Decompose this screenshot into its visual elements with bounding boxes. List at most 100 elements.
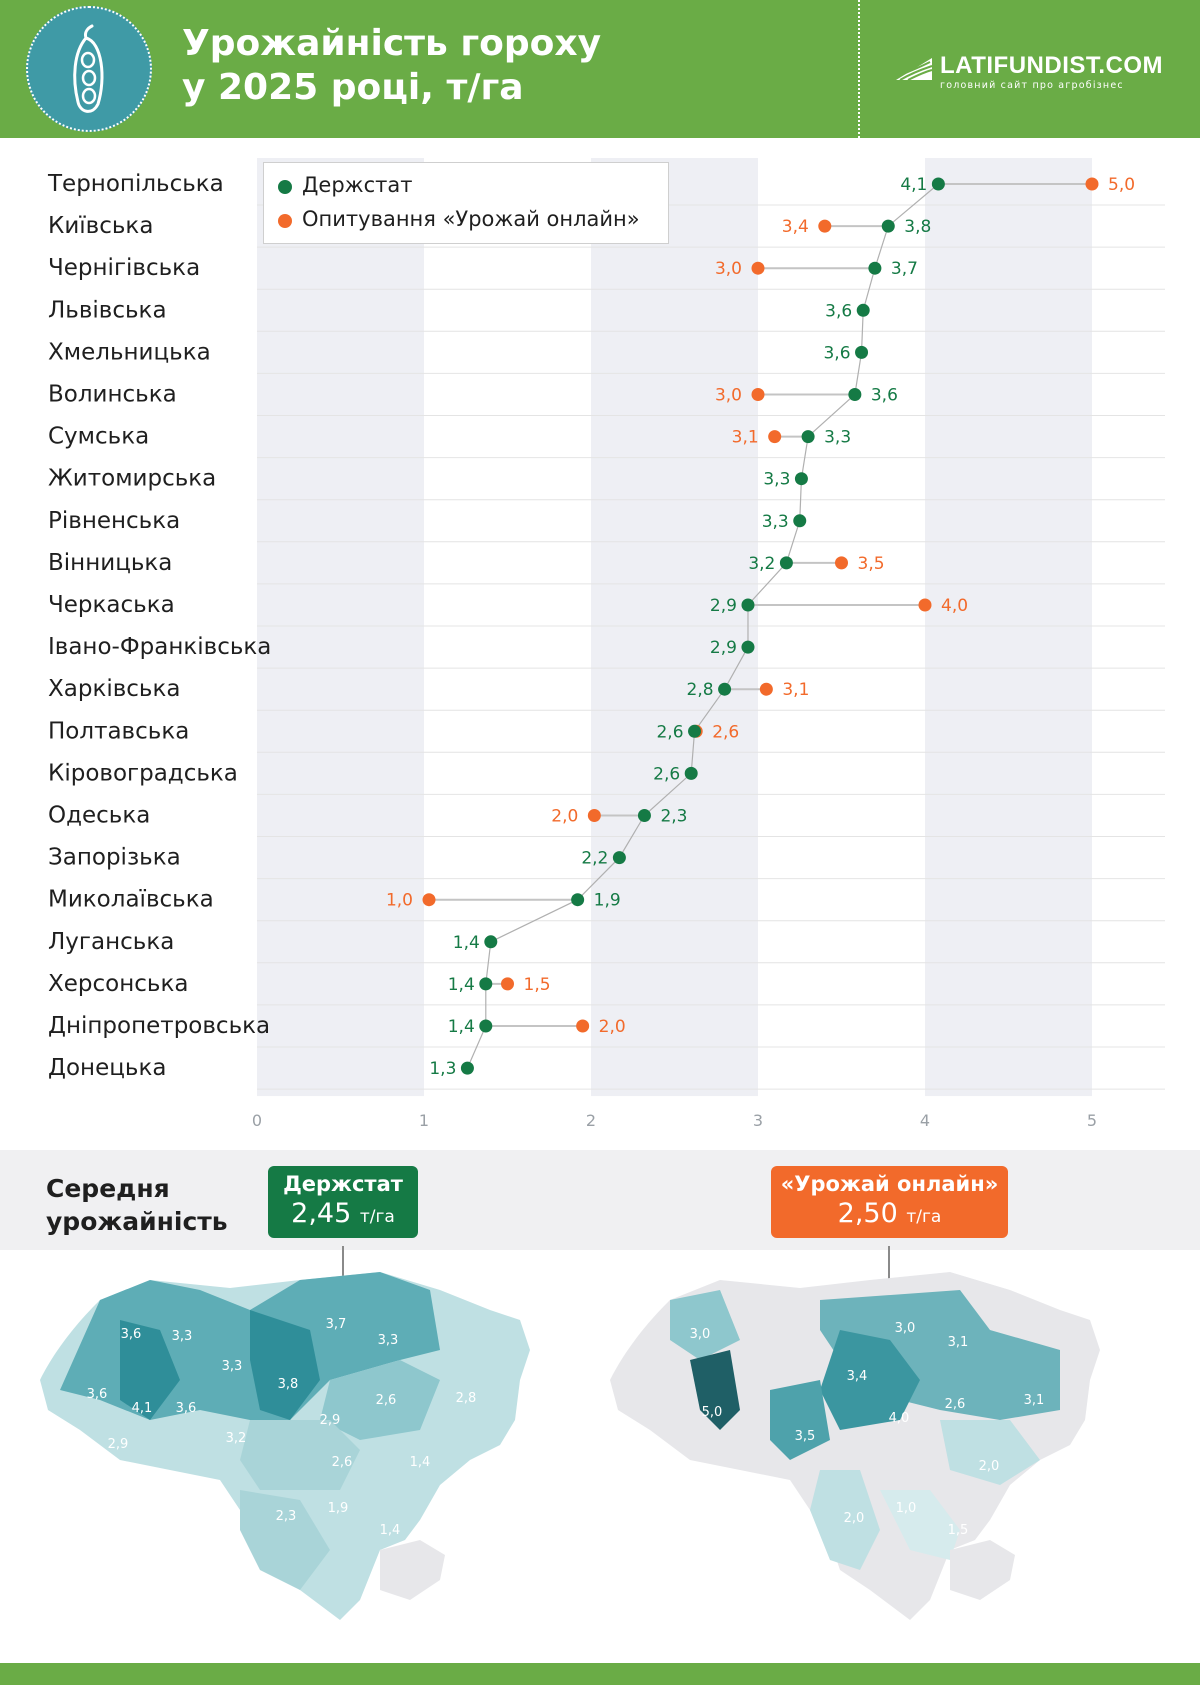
derzhstat-map-center <box>240 1420 360 1490</box>
survey-value-label: 3,1 <box>782 680 809 700</box>
derzhstat-badge-name: Держстат <box>283 1172 403 1196</box>
averages-title: Середня урожайність <box>46 1174 228 1236</box>
derzhstat-map-value: 2,3 <box>276 1509 297 1524</box>
derzhstat-connector-line <box>466 183 939 1069</box>
derzhstat-value-label: 2,8 <box>687 680 714 700</box>
survey-value-label: 3,0 <box>715 386 742 406</box>
chart-band <box>257 158 424 1097</box>
survey-value-label: 3,4 <box>782 217 809 237</box>
survey-map-value: 3,5 <box>795 1429 816 1444</box>
derzhstat-value-label: 1,9 <box>594 891 621 911</box>
derzhstat-map-value: 4,1 <box>132 1401 153 1416</box>
survey-point <box>818 219 832 233</box>
survey-map-volyn <box>670 1290 740 1360</box>
derzhstat-value-label: 1,4 <box>453 933 480 953</box>
page-title: Урожайність гороху у 2025 році, т/га <box>182 22 601 110</box>
derzhstat-point <box>741 640 755 654</box>
title-line-2: у 2025 році, т/га <box>182 67 524 108</box>
derzhstat-value-label: 2,9 <box>710 596 737 616</box>
survey-map-value: 3,1 <box>948 1335 969 1350</box>
survey-map-odesa <box>810 1470 880 1570</box>
derzhstat-value-label: 2,2 <box>581 849 608 869</box>
derzhstat-value-label: 3,6 <box>825 301 852 321</box>
derzhstat-average-badge: Держстат 2,45 т/га <box>268 1166 418 1238</box>
latifundist-logo-icon <box>896 58 933 81</box>
derzhstat-value-label: 2,9 <box>710 638 737 658</box>
derzhstat-value-label: 3,3 <box>824 428 851 448</box>
region-label: Вінницька <box>48 550 172 576</box>
survey-value-label: 2,0 <box>599 1017 626 1037</box>
title-line-1: Урожайність гороху <box>182 23 602 64</box>
survey-point <box>1085 177 1099 191</box>
derzhstat-map: 3,6 3,3 3,7 3,3 3,3 3,6 4,1 3,6 3,8 2,9 2,6 2,8 1,4 2… <box>40 1272 554 1620</box>
chart-band <box>925 158 1092 1097</box>
derzhstat-map-value: 3,8 <box>278 1377 299 1392</box>
survey-map-crimea <box>950 1540 1015 1600</box>
derzhstat-point <box>868 261 882 275</box>
region-label: Харківська <box>48 676 180 702</box>
region-label: Чернігівська <box>48 255 200 281</box>
survey-map-value: 3,0 <box>895 1321 916 1336</box>
region-label: Черкаська <box>48 592 175 618</box>
x-tick-label: 5 <box>1087 1111 1097 1130</box>
x-tick-label: 0 <box>252 1111 262 1130</box>
region-label: Львівська <box>48 297 167 323</box>
logo-name: LATIFUNDIST.COM <box>940 52 1164 79</box>
region-label: Волинська <box>48 382 177 408</box>
region-label: Тернопільська <box>47 171 224 197</box>
survey-map-ternopil <box>690 1350 740 1430</box>
derzhstat-point <box>571 893 585 907</box>
survey-map-kyiv-cherkasy <box>820 1330 920 1430</box>
derzhstat-point <box>637 809 651 822</box>
derzhstat-map-crimea <box>380 1540 445 1600</box>
survey-map-value: 2,6 <box>945 1397 966 1412</box>
x-tick-label: 2 <box>586 1111 596 1130</box>
survey-map-value: 4,0 <box>889 1411 910 1426</box>
region-label: Кіровоградська <box>48 760 238 786</box>
survey-point <box>501 977 514 991</box>
survey-map-value: 2,0 <box>844 1511 865 1526</box>
derzhstat-point <box>881 219 895 233</box>
survey-average-badge: «Урожай онлайн» 2,50 т/га <box>771 1166 1008 1238</box>
survey-average-value: 2,50 <box>837 1198 898 1229</box>
derzhstat-point <box>794 472 808 486</box>
pea-badge <box>26 6 152 132</box>
derzhstat-point <box>741 598 755 612</box>
header-divider <box>858 0 860 138</box>
legend-label-survey: Опитування «Урожай онлайн» <box>302 207 640 231</box>
survey-point <box>587 809 601 822</box>
derzhstat-map-value: 2,8 <box>456 1391 477 1406</box>
derzhstat-point <box>718 682 732 696</box>
derzhstat-map-value: 1,9 <box>328 1501 349 1516</box>
survey-map-value: 1,0 <box>896 1501 917 1516</box>
derzhstat-point <box>479 1019 493 1033</box>
derzhstat-point <box>855 345 869 359</box>
region-label: Донецька <box>48 1055 166 1081</box>
derzhstat-point <box>484 935 498 949</box>
survey-point <box>759 682 773 696</box>
region-label: Хмельницька <box>48 339 211 365</box>
maps-area: 3,6 3,3 3,7 3,3 3,3 3,6 4,1 3,6 3,8 2,9 2,6 2,8 1,4 2… <box>40 1272 1100 1620</box>
region-label: Луганська <box>48 929 174 955</box>
derzhstat-map-value: 2,6 <box>376 1393 397 1408</box>
derzhstat-map-value: 1,4 <box>410 1455 431 1470</box>
derzhstat-value-label: 1,4 <box>448 975 475 995</box>
derzhstat-value-label: 2,3 <box>660 807 687 827</box>
legend-dot-survey <box>278 214 292 228</box>
survey-map-value: 1,5 <box>948 1523 969 1538</box>
derzhstat-value-label: 4,1 <box>900 175 927 195</box>
derzhstat-map-value: 2,6 <box>332 1455 353 1470</box>
survey-point <box>751 261 765 275</box>
derzhstat-badge-value-line: 2,45 т/га <box>268 1198 418 1229</box>
derzhstat-value-label: 3,3 <box>762 512 789 532</box>
derzhstat-value-label: 3,2 <box>748 554 775 574</box>
survey-value-label: 4,0 <box>941 596 968 616</box>
derzhstat-point <box>856 303 870 317</box>
derzhstat-badge-connector <box>342 1246 344 1276</box>
survey-value-label: 1,5 <box>524 975 551 995</box>
survey-value-label: 3,0 <box>715 259 742 279</box>
derzhstat-map-value: 3,6 <box>121 1327 142 1342</box>
pea-pod-icon <box>73 24 104 113</box>
region-label: Миколаївська <box>48 887 214 913</box>
survey-point <box>835 556 848 570</box>
